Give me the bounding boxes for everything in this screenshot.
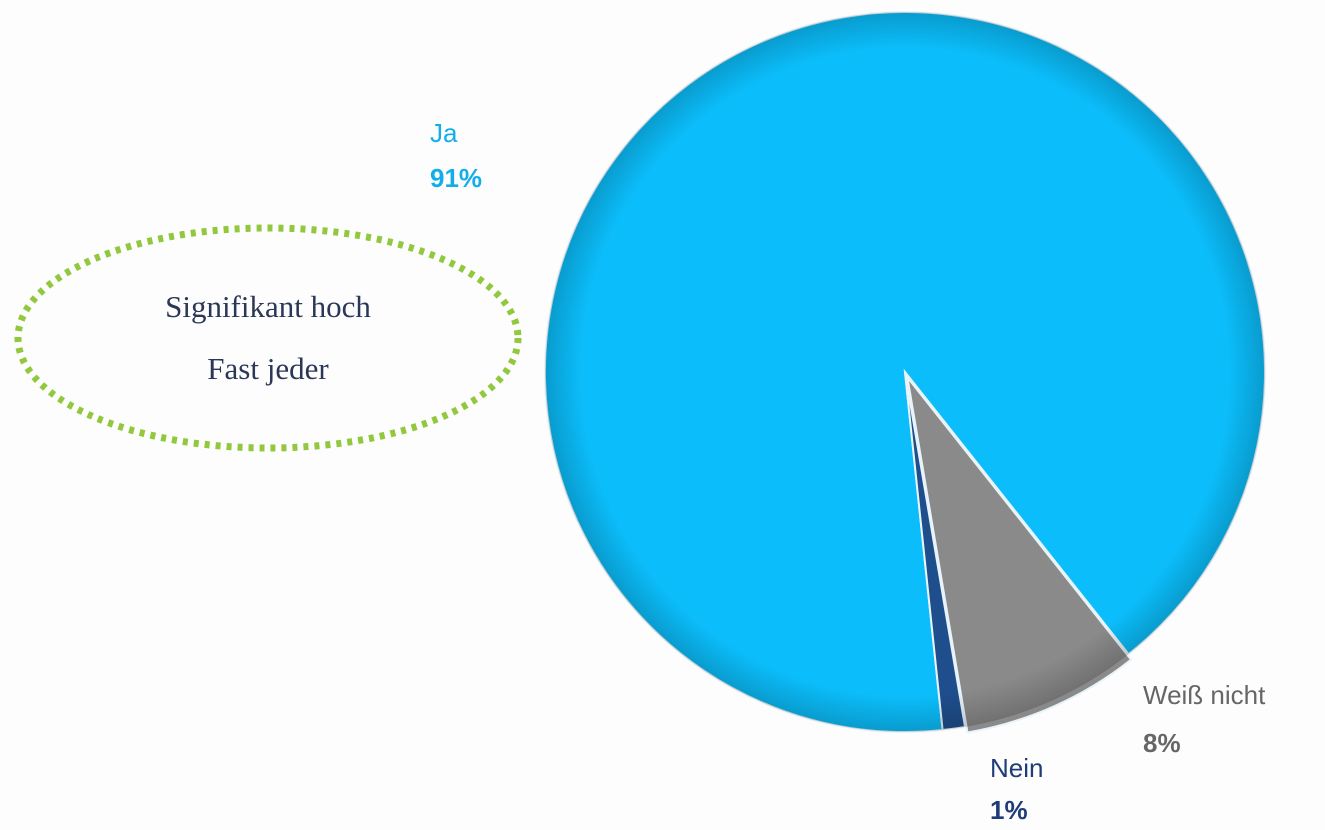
value-label: 1%: [990, 795, 1028, 825]
annotation-ellipse: [14, 224, 522, 452]
slice-label: Ja: [430, 118, 458, 148]
annotation: Fast jeder: [207, 351, 329, 386]
value-label: 8%: [1143, 728, 1181, 758]
value-label: 91%: [430, 163, 482, 193]
annotation: Signifikant hoch: [165, 289, 371, 324]
slice-label: Nein: [990, 753, 1043, 783]
pie: [544, 11, 1266, 734]
slice-label: Weiß nicht: [1143, 680, 1266, 710]
